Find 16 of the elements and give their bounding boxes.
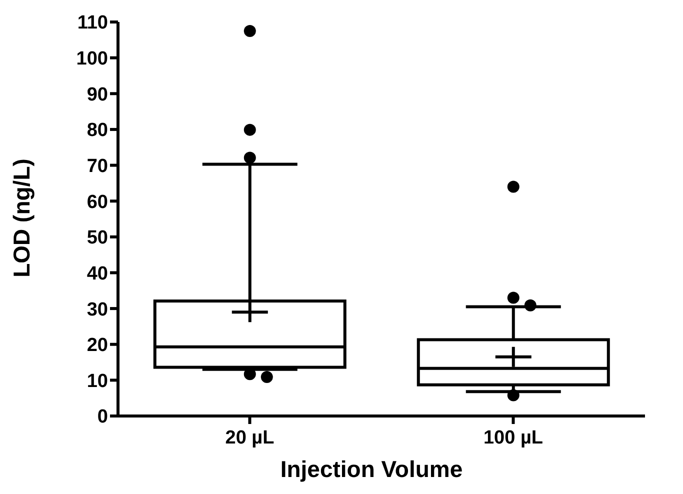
y-tick-label: 70 xyxy=(86,156,108,178)
x-axis-title: Injection Volume xyxy=(279,456,464,483)
y-tick-label: 10 xyxy=(86,370,108,392)
y-tick-label: 100 xyxy=(76,48,108,70)
y-tick-label: 30 xyxy=(86,299,108,320)
x-tick-label: 100 µL xyxy=(483,427,544,448)
x-tick-label: 20 µL xyxy=(225,427,275,448)
y-tick-label: 80 xyxy=(86,120,108,142)
y-tick-label: 20 xyxy=(86,335,108,356)
y-tick-label: 50 xyxy=(86,228,108,249)
y-tick-label: 40 xyxy=(86,263,108,284)
y-tick-label: 0 xyxy=(97,406,108,428)
y-axis-title: LOD (ng/L) xyxy=(8,158,36,278)
y-tick-label: 60 xyxy=(86,192,108,213)
y-tick-label: 110 xyxy=(77,12,108,34)
y-tick-label: 90 xyxy=(86,84,108,106)
